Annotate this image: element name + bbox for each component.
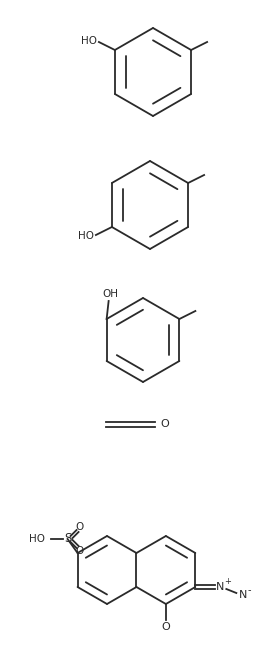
- Text: HO: HO: [29, 534, 44, 544]
- Text: N: N: [239, 590, 248, 600]
- Text: O: O: [162, 622, 170, 632]
- Text: N: N: [216, 582, 225, 592]
- Text: O: O: [75, 522, 84, 532]
- Text: O: O: [160, 419, 169, 429]
- Text: O: O: [75, 546, 84, 556]
- Text: OH: OH: [103, 289, 119, 299]
- Text: -: -: [247, 585, 251, 595]
- Text: HO: HO: [78, 231, 94, 241]
- Text: HO: HO: [81, 36, 97, 46]
- Text: S: S: [64, 532, 71, 546]
- Text: +: +: [224, 578, 231, 587]
